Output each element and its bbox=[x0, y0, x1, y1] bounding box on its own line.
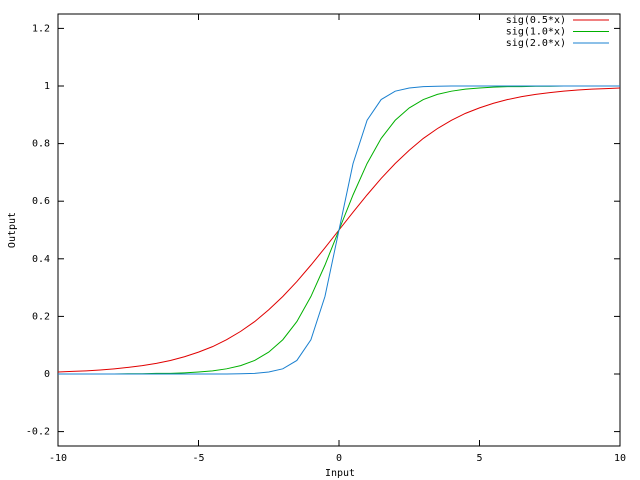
y-tick-label: 1 bbox=[44, 81, 50, 92]
series-line bbox=[58, 85, 620, 375]
x-axis-label: Input bbox=[325, 468, 355, 479]
x-tick-label: 10 bbox=[614, 453, 626, 464]
x-tick-label: 5 bbox=[476, 453, 482, 464]
legend-label: sig(2.0*x) bbox=[506, 38, 566, 49]
legend-label: sig(1.0*x) bbox=[506, 27, 566, 38]
y-tick-label: 0.8 bbox=[32, 139, 50, 150]
y-axis-label: Output bbox=[7, 212, 18, 248]
y-tick-label: -0.2 bbox=[26, 427, 50, 438]
x-tick-label: 0 bbox=[336, 453, 342, 464]
x-tick-label: -10 bbox=[49, 453, 67, 464]
y-tick-label: 1.2 bbox=[32, 23, 50, 34]
y-tick-label: 0 bbox=[44, 369, 50, 380]
legend-label: sig(0.5*x) bbox=[506, 15, 566, 26]
y-tick-label: 0.4 bbox=[32, 254, 50, 265]
y-tick-label: 0.2 bbox=[32, 311, 50, 322]
x-tick-label: -5 bbox=[192, 453, 204, 464]
y-tick-label: 0.6 bbox=[32, 196, 50, 207]
